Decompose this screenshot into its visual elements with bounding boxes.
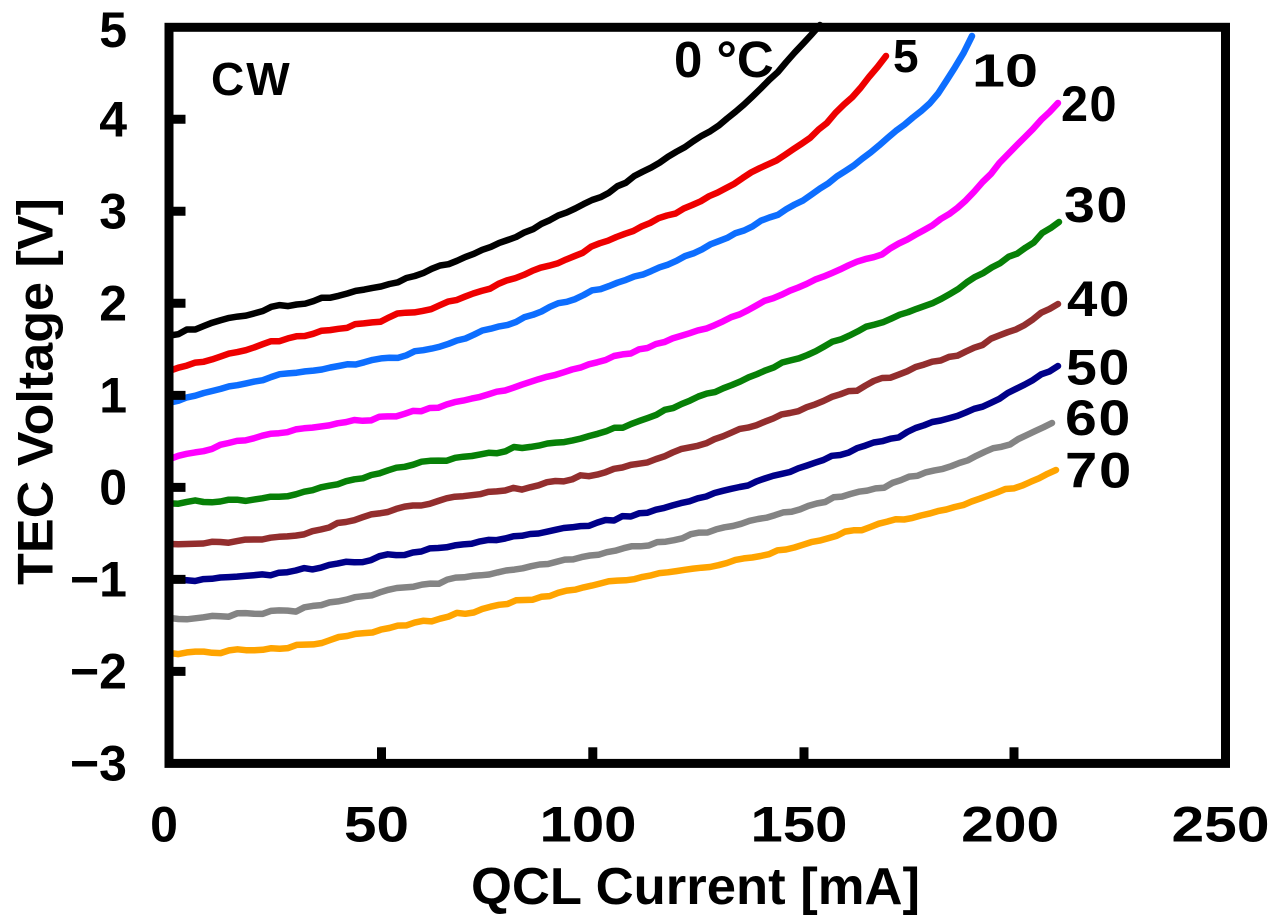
- svg-text:1: 1: [99, 368, 127, 424]
- svg-text:2: 2: [99, 276, 127, 332]
- svg-text:60: 60: [1065, 390, 1132, 446]
- svg-text:50: 50: [344, 797, 409, 853]
- svg-text:70: 70: [1065, 443, 1133, 499]
- svg-text:30: 30: [1064, 177, 1129, 233]
- svg-text:10: 10: [972, 45, 1038, 97]
- svg-text:40: 40: [1067, 271, 1131, 327]
- svg-text:−1: −1: [70, 552, 127, 608]
- svg-text:20: 20: [1061, 76, 1118, 132]
- svg-text:CW: CW: [211, 53, 292, 105]
- svg-text:QCL Current [mA]: QCL Current [mA]: [471, 858, 920, 916]
- svg-text:TEC Voltage [V]: TEC Voltage [V]: [8, 198, 64, 585]
- svg-text:200: 200: [961, 797, 1059, 853]
- svg-text:50: 50: [1066, 340, 1131, 396]
- svg-text:−3: −3: [70, 736, 127, 792]
- svg-text:100: 100: [540, 797, 637, 853]
- svg-text:5: 5: [893, 30, 919, 82]
- svg-text:3: 3: [99, 184, 127, 240]
- svg-text:−2: −2: [70, 644, 127, 700]
- svg-text:250: 250: [1172, 797, 1269, 853]
- svg-text:0: 0: [150, 797, 178, 853]
- svg-text:0: 0: [99, 460, 127, 516]
- svg-text:4: 4: [99, 92, 127, 148]
- svg-text:0 °C: 0 °C: [674, 31, 774, 88]
- svg-text:150: 150: [751, 797, 848, 853]
- svg-text:5: 5: [99, 2, 127, 58]
